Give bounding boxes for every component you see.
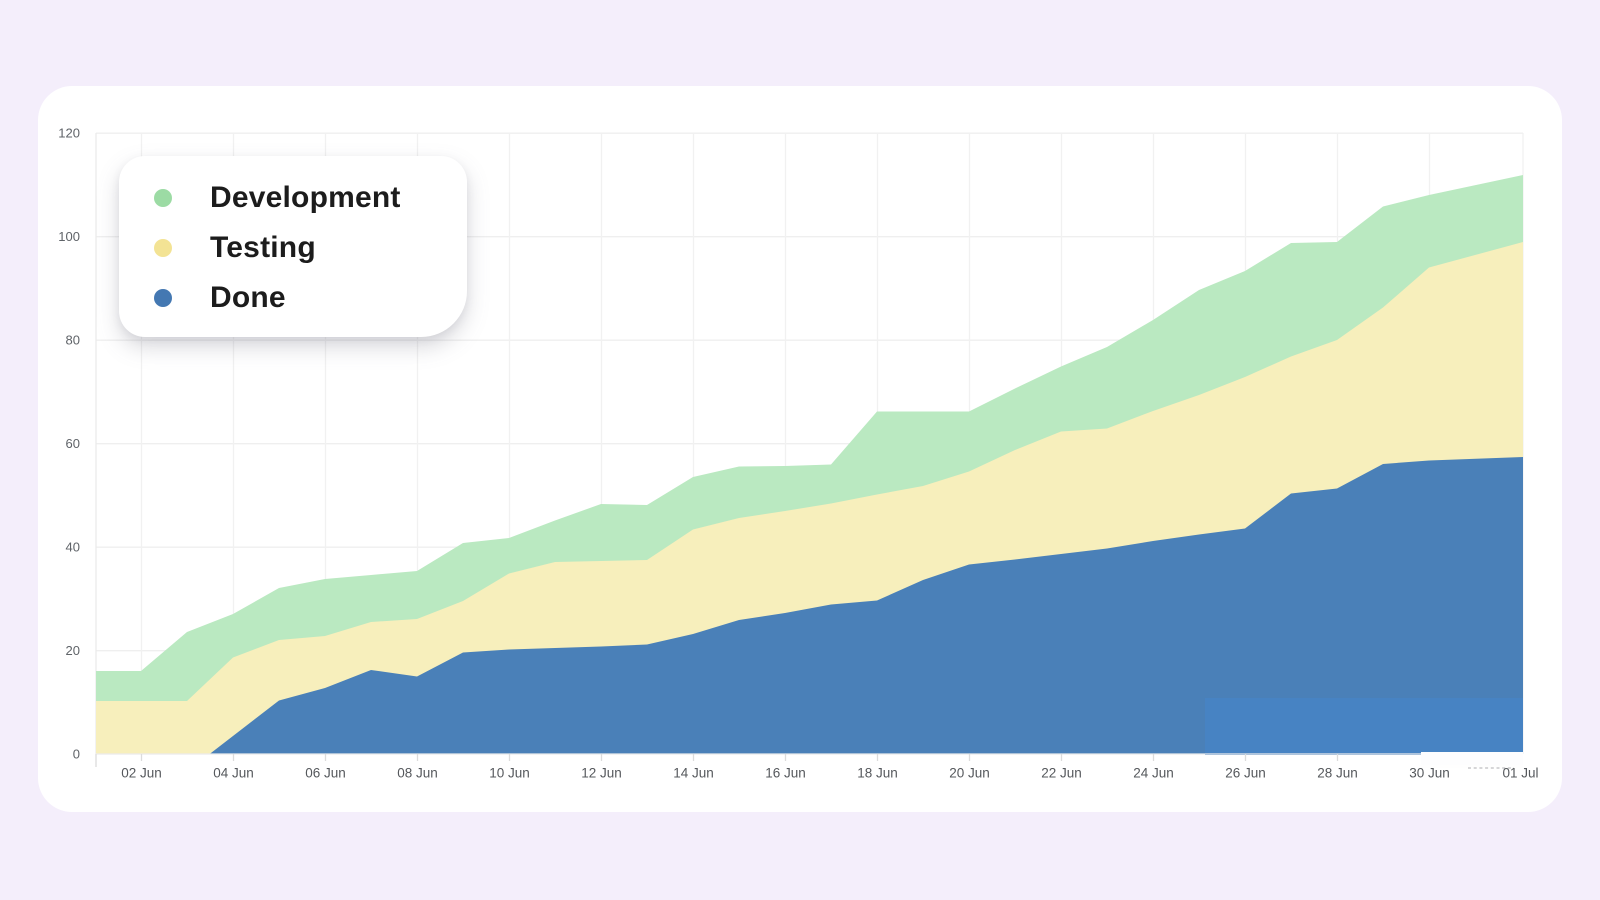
svg-text:20 Jun: 20 Jun: [949, 766, 990, 781]
svg-text:24 Jun: 24 Jun: [1133, 766, 1174, 781]
svg-text:100: 100: [58, 229, 80, 244]
svg-text:12 Jun: 12 Jun: [581, 766, 622, 781]
svg-text:20: 20: [66, 643, 80, 658]
svg-text:10 Jun: 10 Jun: [489, 766, 530, 781]
svg-text:06 Jun: 06 Jun: [305, 766, 346, 781]
svg-text:08 Jun: 08 Jun: [397, 766, 438, 781]
svg-text:02 Jun: 02 Jun: [121, 766, 162, 781]
svg-text:120: 120: [58, 126, 80, 141]
svg-text:26 Jun: 26 Jun: [1225, 766, 1266, 781]
svg-text:80: 80: [66, 333, 80, 348]
svg-text:04 Jun: 04 Jun: [213, 766, 254, 781]
svg-text:18 Jun: 18 Jun: [857, 766, 898, 781]
svg-text:28 Jun: 28 Jun: [1317, 766, 1358, 781]
svg-text:01 Jul: 01 Jul: [1502, 766, 1538, 781]
svg-text:16 Jun: 16 Jun: [765, 766, 806, 781]
svg-text:0: 0: [73, 747, 80, 762]
svg-text:60: 60: [66, 436, 80, 451]
svg-text:30 Jun: 30 Jun: [1409, 766, 1450, 781]
svg-text:40: 40: [66, 540, 80, 555]
svg-text:14 Jun: 14 Jun: [673, 766, 714, 781]
svg-text:22 Jun: 22 Jun: [1041, 766, 1082, 781]
